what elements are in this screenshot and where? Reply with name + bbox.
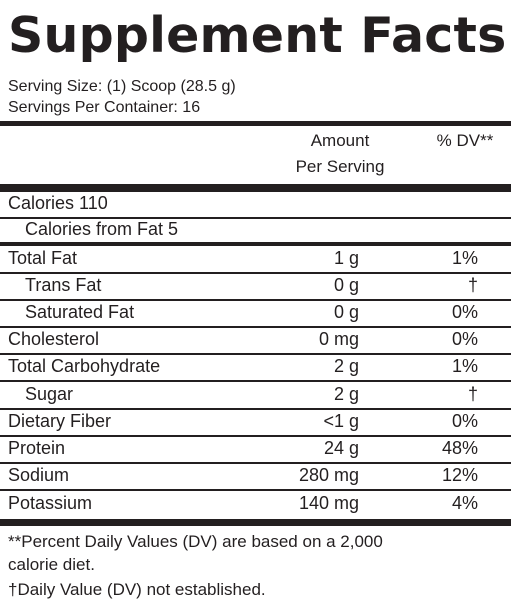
calories-thick-rule bbox=[0, 242, 511, 246]
nutrient-row: Protein 24 g 48% bbox=[0, 435, 511, 462]
calories-from-fat-row: Calories from Fat 5 bbox=[0, 216, 511, 243]
nutrient-name: Sodium bbox=[8, 465, 70, 485]
row-divider bbox=[0, 326, 511, 328]
nutrient-dv: † bbox=[467, 384, 478, 404]
nutrient-name: Total Fat bbox=[8, 248, 78, 268]
nutrient-amount: 2 g bbox=[333, 384, 359, 404]
nutrient-dv: 12% bbox=[441, 465, 478, 485]
nutrient-amount: 140 mg bbox=[298, 493, 359, 513]
nutrient-dv: † bbox=[467, 275, 478, 295]
row-divider bbox=[0, 299, 511, 301]
footnote-dv-cont: calorie diet. bbox=[8, 555, 95, 574]
nutrient-name: Sugar bbox=[25, 384, 74, 404]
nutrient-amount: 280 mg bbox=[298, 465, 359, 485]
footnote-dv: **Percent Daily Values (DV) are based on… bbox=[8, 532, 383, 551]
nutrient-dv: 4% bbox=[451, 493, 478, 513]
nutrient-row: Cholesterol 0 mg 0% bbox=[0, 326, 511, 353]
footnote-dagger: †Daily Value (DV) not established. bbox=[8, 580, 266, 599]
nutrient-dv: 0% bbox=[451, 302, 478, 322]
nutrient-row: Potassium 140 mg 4% bbox=[0, 490, 511, 517]
amount-header-line1: Amount bbox=[310, 131, 370, 150]
nutrient-row: Sodium 280 mg 12% bbox=[0, 462, 511, 489]
nutrient-dv: 1% bbox=[451, 248, 478, 268]
nutrient-name: Total Carbohydrate bbox=[8, 356, 161, 376]
nutrient-amount: 24 g bbox=[323, 438, 359, 458]
row-divider bbox=[0, 408, 511, 410]
bottom-thick-rule bbox=[0, 519, 511, 526]
nutrient-amount: 2 g bbox=[333, 356, 359, 376]
row-divider bbox=[0, 489, 511, 491]
row-divider bbox=[0, 353, 511, 355]
nutrient-dv: 1% bbox=[451, 356, 478, 376]
row-divider bbox=[0, 217, 511, 219]
nutrient-amount: 1 g bbox=[333, 248, 359, 268]
nutrient-name: Saturated Fat bbox=[25, 302, 135, 322]
amount-header-line2: Per Serving bbox=[295, 157, 385, 176]
panel-title: Supplement Facts bbox=[8, 7, 507, 64]
nutrient-dv: 48% bbox=[441, 438, 478, 458]
nutrient-name: Potassium bbox=[8, 493, 93, 513]
nutrient-name: Cholesterol bbox=[8, 329, 100, 349]
calories-from-fat-label: Calories from Fat 5 bbox=[25, 219, 179, 239]
row-divider bbox=[0, 272, 511, 274]
calories-label: Calories 110 bbox=[8, 193, 108, 213]
nutrient-name: Protein bbox=[8, 438, 66, 458]
nutrient-name: Trans Fat bbox=[25, 275, 102, 295]
nutrient-name: Dietary Fiber bbox=[8, 411, 112, 431]
nutrient-row: Total Carbohydrate 2 g 1% bbox=[0, 353, 511, 380]
nutrient-amount: <1 g bbox=[323, 411, 359, 431]
nutrient-amount: 0 g bbox=[333, 302, 359, 322]
dv-header: % DV** bbox=[436, 131, 494, 150]
row-divider bbox=[0, 380, 511, 382]
row-divider bbox=[0, 462, 511, 464]
nutrient-amount: 0 mg bbox=[318, 329, 359, 349]
top-thick-rule bbox=[0, 121, 511, 126]
nutrient-dv: 0% bbox=[451, 411, 478, 431]
nutrient-amount: 0 g bbox=[333, 275, 359, 295]
nutrient-dv: 0% bbox=[451, 329, 478, 349]
header-thick-rule bbox=[0, 184, 511, 192]
servings-per-container: Servings Per Container: 16 bbox=[8, 99, 201, 116]
nutrient-row: Total Fat 1 g 1% bbox=[0, 245, 511, 272]
nutrient-row: Sugar 2 g † bbox=[0, 381, 511, 408]
nutrient-row: Trans Fat 0 g † bbox=[0, 272, 511, 299]
serving-size: Serving Size: (1) Scoop (28.5 g) bbox=[8, 78, 236, 95]
nutrient-row: Saturated Fat 0 g 0% bbox=[0, 299, 511, 326]
row-divider bbox=[0, 435, 511, 437]
calories-row: Calories 110 bbox=[0, 190, 511, 217]
nutrient-row: Dietary Fiber <1 g 0% bbox=[0, 408, 511, 435]
